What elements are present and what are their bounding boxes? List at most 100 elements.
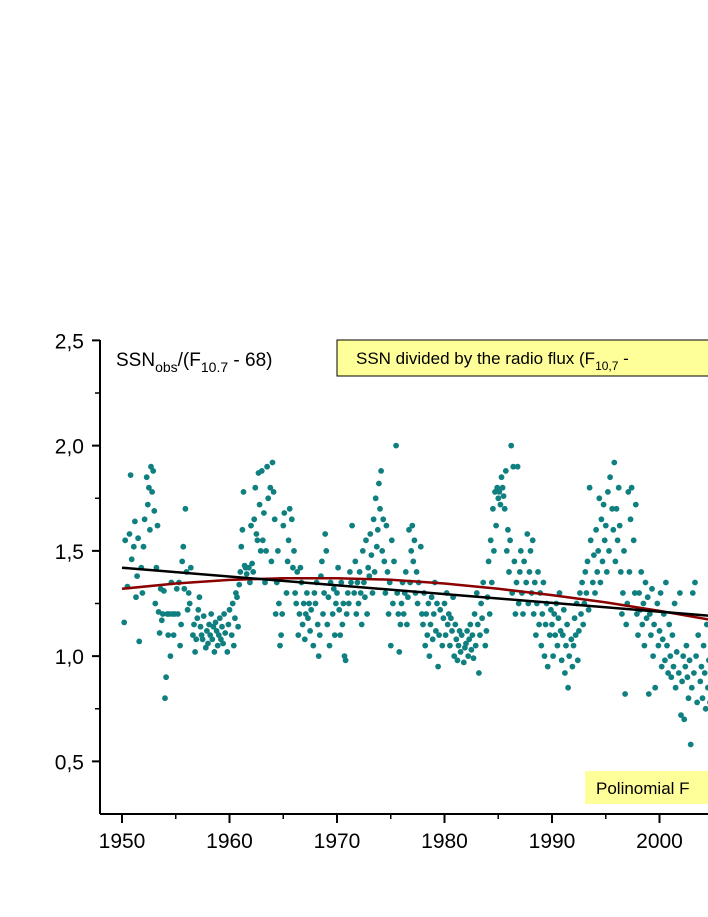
data-point [333, 600, 339, 607]
data-point [178, 621, 185, 628]
data-point [646, 611, 653, 617]
data-point [603, 569, 610, 575]
data-point [376, 480, 382, 487]
data-point [149, 489, 156, 495]
data-point [488, 579, 495, 586]
data-point [323, 548, 330, 554]
data-point [173, 585, 180, 592]
data-point [374, 526, 381, 533]
data-point [133, 594, 139, 601]
y-tick-label: 2,0 [55, 436, 84, 459]
data-point [540, 579, 547, 586]
data-point [216, 615, 223, 622]
data-point [256, 501, 263, 508]
data-point [601, 537, 608, 544]
data-point [232, 615, 238, 622]
data-point [595, 548, 602, 554]
data-point [181, 585, 188, 592]
data-point [592, 590, 598, 596]
data-point [555, 615, 562, 622]
data-point [286, 505, 293, 512]
data-point [405, 594, 411, 601]
data-point [625, 489, 632, 495]
data-point [598, 516, 605, 523]
data-point [580, 621, 587, 628]
data-point [221, 611, 228, 617]
data-point [381, 558, 388, 565]
data-point [358, 621, 365, 628]
data-point [479, 615, 485, 622]
data-point [382, 590, 389, 596]
data-point [520, 611, 526, 617]
data-point [170, 632, 177, 638]
data-point [419, 611, 425, 617]
data-point [219, 623, 225, 630]
data-point [314, 621, 321, 628]
data-point [643, 615, 650, 622]
data-point [265, 495, 272, 502]
data-point [441, 600, 448, 607]
data-point [582, 569, 589, 575]
data-point [548, 606, 554, 613]
data-point [388, 537, 395, 544]
data-point [184, 606, 191, 613]
data-point [639, 621, 646, 628]
data-point [471, 611, 478, 617]
series-label-mid: /(F [178, 350, 201, 371]
data-point [536, 621, 542, 628]
data-point [275, 548, 281, 554]
data-point [599, 558, 606, 565]
x-tick-label: 1990 [529, 830, 576, 853]
data-point [356, 569, 363, 575]
data-point [523, 579, 530, 586]
data-point [220, 640, 227, 647]
data-point [538, 642, 545, 649]
data-point [640, 600, 647, 607]
data-point [204, 628, 210, 634]
data-point [444, 621, 451, 628]
data-point [154, 522, 161, 529]
data-point [500, 493, 507, 499]
data-point [510, 463, 517, 470]
fit-label-box [585, 771, 708, 804]
data-point [247, 579, 253, 586]
data-point [541, 653, 548, 659]
data-point [139, 590, 146, 596]
data-point [304, 590, 310, 596]
data-point [425, 600, 432, 607]
data-point [440, 615, 447, 622]
data-point [687, 741, 694, 748]
data-point [214, 642, 221, 649]
data-point [691, 670, 697, 676]
data-point [460, 659, 467, 666]
data-point [196, 594, 203, 601]
data-point [664, 642, 670, 649]
data-point [264, 463, 270, 470]
data-point [386, 579, 393, 586]
data-point [685, 695, 692, 702]
series-label: SSNobs/(F10.7 - 68) [116, 350, 272, 375]
data-point [505, 526, 511, 533]
data-point [158, 617, 165, 624]
data-point [584, 558, 591, 565]
data-point [352, 558, 359, 565]
data-point [437, 606, 444, 613]
data-point [261, 510, 267, 516]
title-box-end: - [618, 349, 628, 368]
title-box [336, 339, 708, 377]
data-point [680, 653, 687, 659]
data-point [558, 657, 565, 664]
data-point [343, 611, 350, 617]
title-box-sub: 10,7 [595, 359, 619, 373]
data-point [597, 579, 604, 586]
data-point [200, 613, 207, 619]
data-point [681, 716, 688, 723]
data-point [628, 484, 635, 491]
data-point [515, 600, 522, 607]
data-point [312, 600, 319, 607]
data-point [564, 621, 570, 628]
title-box-label: SSN divided by the radio flux (F10,7 - [356, 349, 629, 373]
data-point [295, 632, 302, 638]
data-point [480, 579, 487, 586]
data-point [281, 510, 288, 516]
